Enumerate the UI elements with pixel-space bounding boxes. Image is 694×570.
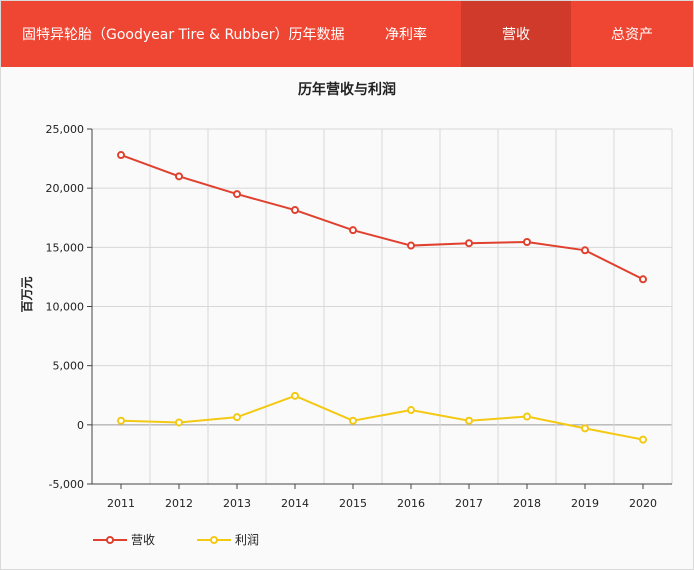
x-tick-label: 2018 <box>513 497 541 510</box>
series-point-0 <box>233 190 241 199</box>
series-point-1 <box>117 416 125 425</box>
series-point-0 <box>349 226 357 235</box>
tab-revenue[interactable]: 营收 <box>461 1 571 67</box>
tab-total-assets[interactable]: 总资产 <box>611 27 653 43</box>
tab-net-margin[interactable]: 净利率 <box>385 27 427 43</box>
x-tick-label: 2013 <box>223 497 251 510</box>
legend-revenue-swatch <box>93 535 127 544</box>
series-point-0 <box>465 239 473 248</box>
series-point-1 <box>349 416 357 425</box>
y-tick-label: 0 <box>77 419 84 432</box>
legend-profit-swatch <box>197 535 232 544</box>
series-point-1 <box>233 413 241 422</box>
legend-item-revenue[interactable]: 营收 <box>93 531 155 548</box>
series-point-1 <box>175 418 183 427</box>
y-tick-label: 20,000 <box>46 182 85 195</box>
series-point-0 <box>117 151 125 160</box>
legend-revenue-label: 营收 <box>131 533 156 547</box>
y-tick-label: 15,000 <box>46 241 85 254</box>
page-title: 固特异轮胎（Goodyear Tire & Rubber）历年数据 <box>22 27 345 43</box>
y-tick-label: 25,000 <box>46 123 85 136</box>
series-line-0 <box>120 154 644 281</box>
series-point-0 <box>523 238 531 247</box>
chart-title: 历年营收与利润 <box>298 82 396 98</box>
series-point-0 <box>639 275 647 284</box>
x-tick-label: 2012 <box>165 497 193 510</box>
series-point-0 <box>407 241 415 250</box>
series-point-1 <box>581 424 589 433</box>
series-point-0 <box>581 246 589 255</box>
x-tick-label: 2020 <box>629 497 657 510</box>
legend-item-profit[interactable]: 利润 <box>197 531 259 548</box>
x-tick-label: 2019 <box>571 497 599 510</box>
y-tick-label: 10,000 <box>46 301 85 314</box>
x-tick-label: 2014 <box>281 497 309 510</box>
series-point-1 <box>523 412 531 421</box>
x-tick-label: 2016 <box>397 497 425 510</box>
series-point-1 <box>465 416 473 425</box>
chart-legend: 营收 利润 <box>93 531 259 548</box>
series-point-1 <box>291 391 299 400</box>
series-point-0 <box>291 206 299 215</box>
y-axis-label: 百万元 <box>20 276 34 312</box>
series-point-0 <box>175 172 183 181</box>
series-point-1 <box>407 406 415 415</box>
y-tick-label: -5,000 <box>49 478 84 491</box>
x-tick-label: 2017 <box>455 497 483 510</box>
y-tick-label: 5,000 <box>53 360 85 373</box>
x-tick-label: 2015 <box>339 497 367 510</box>
series-point-1 <box>639 435 647 444</box>
x-tick-label: 2011 <box>107 497 135 510</box>
header-bar: 固特异轮胎（Goodyear Tire & Rubber）历年数据 净利率 营收… <box>1 1 693 67</box>
series-line-1 <box>120 394 644 441</box>
legend-profit-label: 利润 <box>235 533 260 547</box>
